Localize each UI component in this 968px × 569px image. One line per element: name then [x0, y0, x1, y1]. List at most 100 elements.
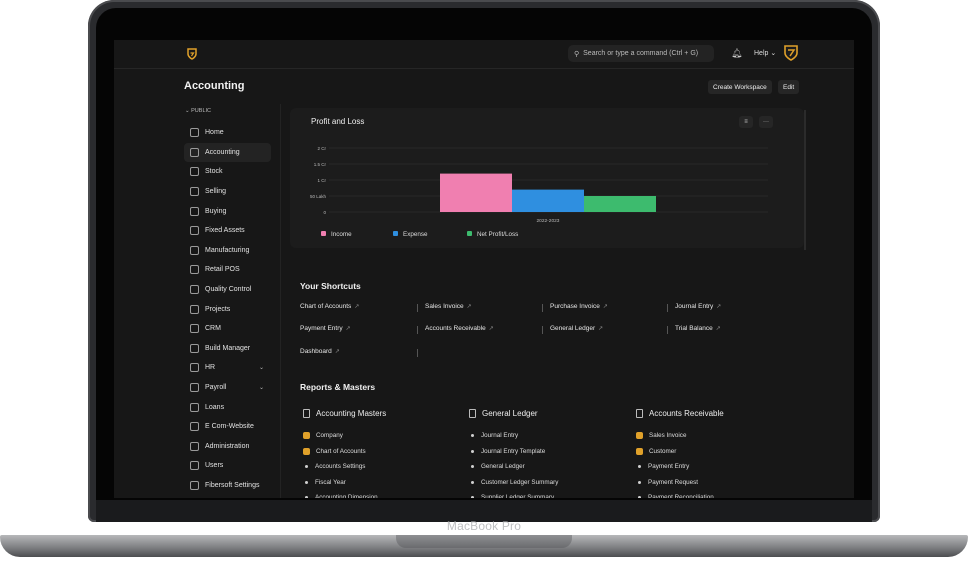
- user-avatar-logo-icon[interactable]: [784, 45, 798, 61]
- shortcuts-heading: Your Shortcuts: [300, 281, 361, 291]
- sidebar-item-e-com-website[interactable]: E Com-Website: [184, 417, 284, 437]
- report-link-label: Payment Entry: [648, 463, 690, 471]
- workspace-icon: [190, 304, 199, 314]
- workspace-icon: [190, 147, 199, 157]
- shortcut-general-ledger[interactable]: General Ledger ↗: [550, 325, 603, 332]
- shortcut-chart-of-accounts[interactable]: Chart of Accounts ↗: [300, 303, 359, 310]
- bar-net-profit-loss[interactable]: [584, 196, 656, 212]
- legend-label[interactable]: Net Profit/Loss: [477, 231, 518, 238]
- sidebar-item-crm[interactable]: CRM: [184, 319, 284, 339]
- bullet-icon: [305, 496, 308, 498]
- report-link[interactable]: Accounting Dimension: [303, 494, 378, 498]
- report-link[interactable]: General Ledger: [469, 463, 525, 470]
- shortcut-sales-invoice[interactable]: Sales Invoice ↗: [425, 303, 472, 310]
- report-link[interactable]: Supplier Ledger Summary: [469, 494, 554, 498]
- sidebar-item-label: Home: [205, 129, 224, 137]
- shortcut-dashboard[interactable]: Dashboard ↗: [300, 348, 340, 355]
- report-link[interactable]: Customer Ledger Summary: [469, 479, 558, 486]
- shortcut-journal-entry[interactable]: Journal Entry ↗: [675, 303, 721, 310]
- chevron-down-icon: ⌄: [770, 50, 777, 57]
- sidebar-item-stock[interactable]: Stock: [184, 162, 284, 182]
- workspace-icon: [190, 343, 199, 353]
- create-workspace-button[interactable]: Create Workspace: [708, 80, 772, 94]
- workspace-icon: [190, 206, 199, 216]
- sidebar-item-retail-pos[interactable]: Retail POS: [184, 260, 284, 280]
- sidebar-item-hr[interactable]: HR ⌄: [184, 358, 284, 378]
- report-link-label: Fiscal Year: [315, 478, 346, 486]
- scrollbar[interactable]: [804, 110, 806, 250]
- report-link[interactable]: Journal Entry Template: [469, 448, 545, 455]
- sidebar-item-quality-control[interactable]: Quality Control: [184, 280, 284, 300]
- sidebar-item-loans[interactable]: Loans: [184, 397, 284, 417]
- sidebar-item-home[interactable]: Home: [184, 123, 284, 143]
- report-link[interactable]: Payment Reconciliation: [636, 494, 714, 498]
- report-link-label: Accounts Settings: [315, 463, 366, 471]
- search-input[interactable]: ⚲ Search or type a command (Ctrl + G): [568, 45, 714, 62]
- report-link[interactable]: Sales Invoice: [636, 432, 686, 439]
- sidebar-item-fibersoft-settings[interactable]: Fibersoft Settings: [184, 476, 284, 496]
- workspace-icon: [190, 441, 199, 451]
- sidebar-item-label: Retail POS: [205, 266, 240, 274]
- sidebar-item-users[interactable]: Users: [184, 456, 284, 476]
- bar-income[interactable]: [440, 173, 512, 212]
- sidebar-item-label: CRM: [205, 325, 221, 333]
- device-label: MacBook Pro: [446, 519, 522, 533]
- shortcut-accounts-receivable[interactable]: Accounts Receivable ↗: [425, 325, 494, 332]
- sidebar-item-administration[interactable]: Administration: [184, 437, 284, 457]
- report-link[interactable]: Payment Entry: [636, 463, 689, 470]
- onboarding-badge-icon: [303, 432, 310, 439]
- profit-loss-chart: 0 50 Lakh 1 Cr 1.5 Cr 2 Cr 2022-2023 Income Exp…: [310, 146, 768, 238]
- more-options-icon[interactable]: ···: [759, 116, 773, 128]
- workspace-icon: [190, 461, 199, 471]
- bell-icon[interactable]: 🔔︎: [731, 48, 743, 58]
- bar-expense[interactable]: [512, 189, 584, 212]
- shortcut-separator: [542, 304, 543, 312]
- chevron-down-icon[interactable]: ⌄: [259, 365, 265, 372]
- sidebar-item-manufacturing[interactable]: Manufacturing: [184, 241, 284, 261]
- sidebar-item-buying[interactable]: Buying: [184, 201, 284, 221]
- edit-button[interactable]: Edit: [778, 80, 800, 94]
- bullet-icon: [471, 434, 474, 437]
- sidebar-section-label[interactable]: ⌄ PUBLIC: [185, 108, 284, 114]
- workspace-icon: [190, 245, 199, 255]
- sidebar-item-selling[interactable]: Selling: [184, 182, 284, 202]
- sidebar-item-payroll[interactable]: Payroll ⌄: [184, 378, 284, 398]
- shortcut-trial-balance[interactable]: Trial Balance ↗: [675, 325, 721, 332]
- report-link-label: Chart of Accounts: [316, 447, 366, 455]
- report-link[interactable]: Journal Entry: [469, 432, 518, 439]
- app-logo-icon[interactable]: [186, 48, 198, 60]
- shortcut-payment-entry[interactable]: Payment Entry ↗: [300, 325, 351, 332]
- filter-icon[interactable]: ≡: [739, 116, 753, 128]
- report-column-title: Accounts Receivable: [636, 409, 724, 418]
- report-link[interactable]: Company: [303, 432, 343, 439]
- sidebar-item-projects[interactable]: Projects: [184, 299, 284, 319]
- onboarding-badge-icon: [636, 432, 643, 439]
- y-tick-label: 50 Lakh: [310, 194, 327, 199]
- legend-swatch: [467, 231, 472, 236]
- sidebar-item-label: Projects: [205, 305, 231, 313]
- sidebar-item-label: E Com-Website: [205, 423, 254, 431]
- sidebar-item-fixed-assets[interactable]: Fixed Assets: [184, 221, 284, 241]
- shortcut-label: Journal Entry: [675, 303, 714, 310]
- shortcut-separator: [417, 326, 418, 334]
- legend-label[interactable]: Income: [331, 231, 352, 238]
- sidebar-item-label: HR: [205, 364, 216, 372]
- shortcut-purchase-invoice[interactable]: Purchase Invoice ↗: [550, 303, 608, 310]
- report-link[interactable]: Customer: [636, 447, 676, 455]
- report-link[interactable]: Accounts Settings: [303, 463, 365, 470]
- report-link-label: Journal Entry Template: [481, 447, 546, 455]
- arrow-up-right-icon: ↗: [488, 326, 494, 332]
- report-link[interactable]: Fiscal Year: [303, 479, 346, 486]
- sidebar-item-label: Fibersoft Settings: [205, 481, 260, 489]
- chart-title: Profit and Loss: [311, 117, 365, 126]
- chevron-down-icon[interactable]: ⌄: [259, 384, 265, 391]
- report-link[interactable]: Chart of Accounts: [303, 447, 366, 455]
- help-dropdown[interactable]: Help ⌄: [754, 49, 776, 57]
- legend-label[interactable]: Expense: [403, 231, 428, 238]
- shortcut-label: Payment Entry: [300, 325, 343, 332]
- sidebar-item-accounting[interactable]: Accounting: [184, 142, 271, 163]
- workspace-icon: [190, 402, 199, 412]
- arrow-up-right-icon: ↗: [354, 304, 360, 310]
- report-link[interactable]: Payment Request: [636, 479, 698, 486]
- sidebar-item-build-manager[interactable]: Build Manager: [184, 339, 284, 359]
